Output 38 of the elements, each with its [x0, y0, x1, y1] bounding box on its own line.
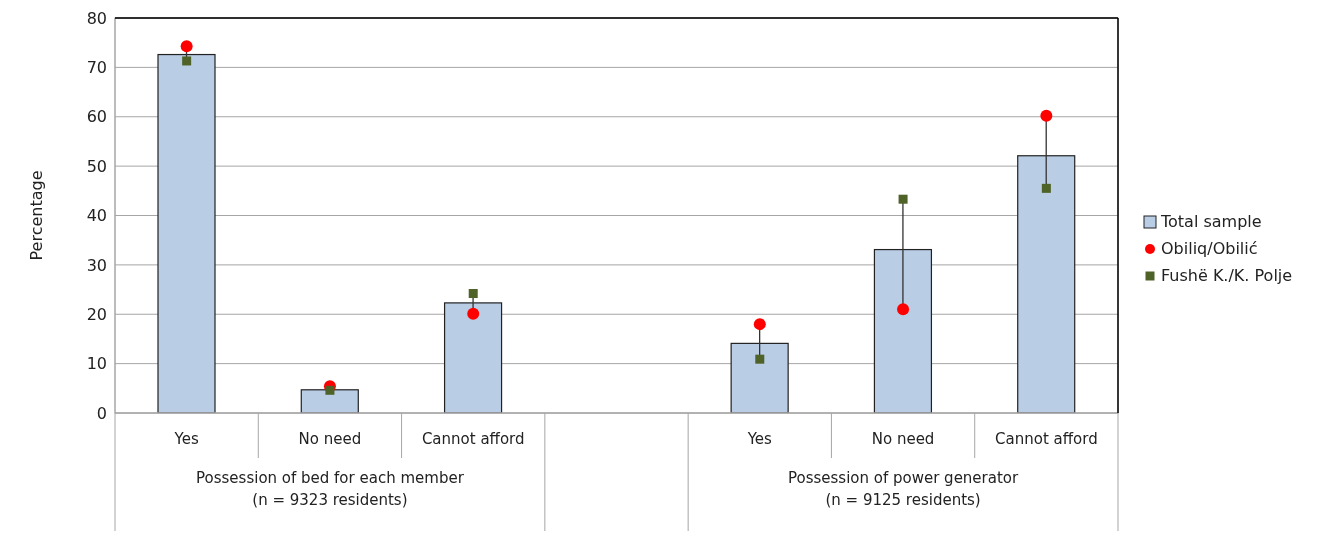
y-tick-label: 0 — [96, 403, 107, 423]
point — [325, 385, 335, 395]
x-tick-label: Cannot afford — [995, 429, 1098, 448]
y-tick-label: 80 — [86, 8, 107, 28]
point — [1041, 183, 1051, 193]
point — [467, 307, 480, 320]
legend-label: Fushë K./K. Polje — [1161, 266, 1293, 285]
y-tick-label: 40 — [86, 206, 107, 226]
y-tick-label: 10 — [86, 354, 107, 374]
y-tick-label: 50 — [86, 156, 107, 176]
x-tick-label: No need — [871, 429, 935, 448]
point — [755, 354, 765, 364]
point — [182, 56, 192, 66]
y-tick-label: 70 — [86, 58, 107, 78]
text: Possession of power generator (n = 9125 residents) — [787, 469, 1020, 509]
x-tick-label: No need — [298, 429, 362, 448]
point — [180, 40, 193, 53]
x-tick-label: Yes — [173, 429, 199, 448]
bar — [443, 302, 503, 413]
y-tick-label: 30 — [86, 255, 107, 275]
legend-label: Total sample — [1161, 212, 1262, 231]
point — [753, 318, 766, 331]
bar — [730, 342, 789, 413]
y-tick-label: 20 — [86, 304, 107, 324]
y-tick-label: 60 — [86, 107, 107, 127]
bar — [157, 53, 216, 413]
x-tick-label: Yes — [746, 429, 773, 448]
point — [468, 289, 478, 299]
x-tick-label: Cannot afford — [421, 429, 525, 448]
bar — [300, 389, 359, 413]
bar — [873, 248, 933, 413]
point — [1040, 109, 1053, 122]
point — [898, 194, 908, 204]
text: Possession of bed for each member (n = 9323 residents) — [196, 469, 465, 509]
bar — [1017, 155, 1076, 413]
point — [897, 303, 910, 316]
legend-label: Obiliq/Obilić — [1161, 239, 1258, 258]
y-axis-title: Percentage — [26, 170, 46, 261]
